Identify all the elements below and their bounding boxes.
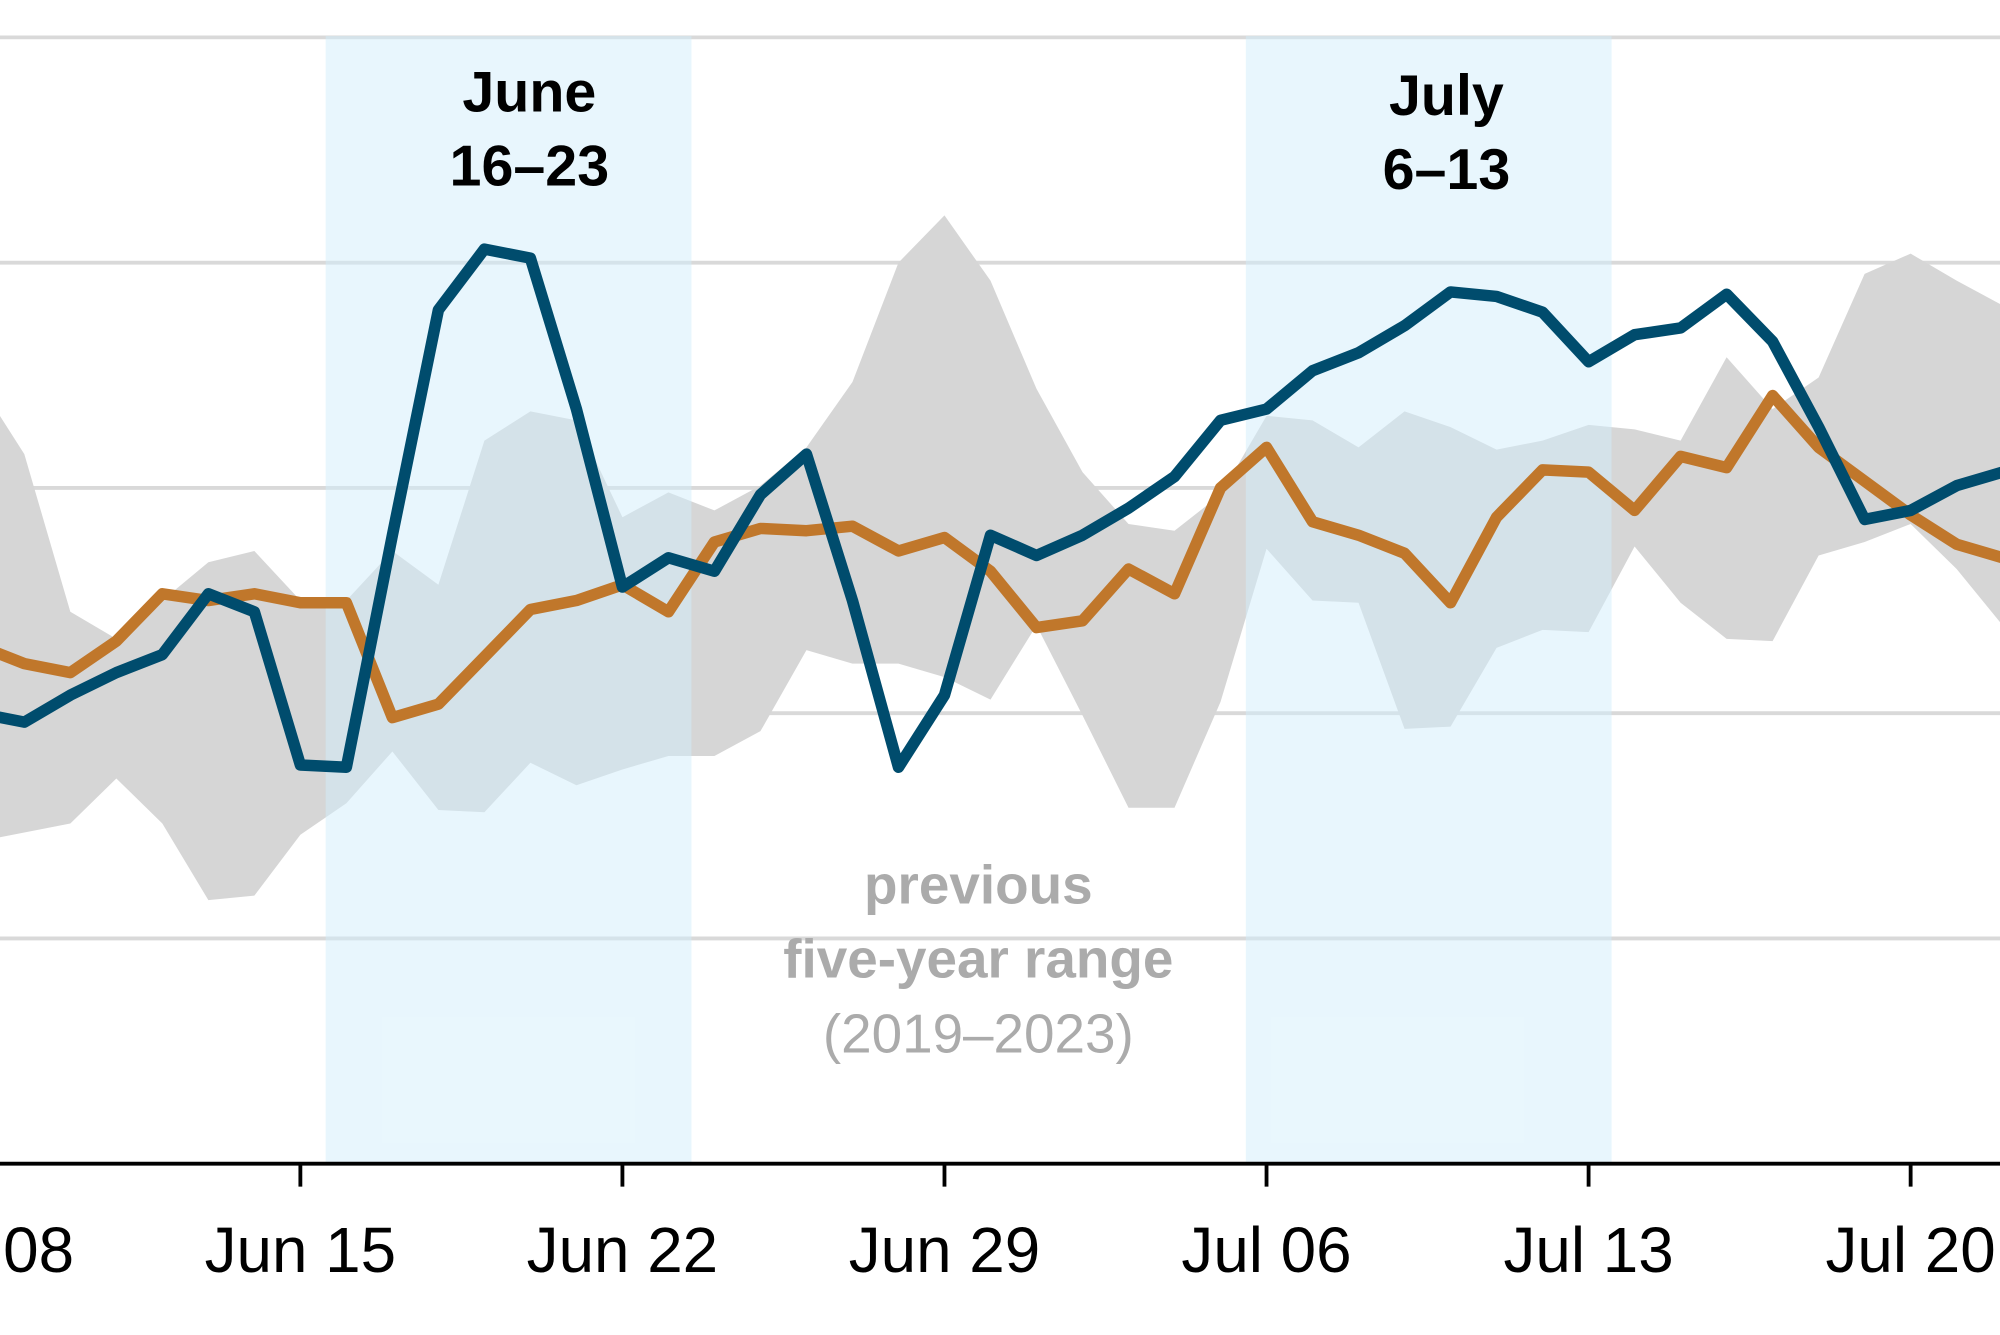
series-lines — [0, 243, 2000, 773]
range-label-line1: previous — [864, 853, 1093, 915]
band-label-july: July 6–13 — [1383, 64, 1511, 202]
range-annotation: previous five-year range (2019–2023) — [783, 853, 1173, 1064]
series-line-1 — [0, 243, 2000, 773]
x-tick-label: Jun 08 — [0, 1214, 74, 1286]
x-tick-label: Jul 20 — [1826, 1214, 1996, 1286]
x-tick-label: Jul 13 — [1504, 1214, 1674, 1286]
x-tick-label: Jun 15 — [205, 1214, 396, 1286]
band-label-line1: July — [1389, 64, 1504, 128]
band-label-line2: 6–13 — [1383, 138, 1511, 202]
band-label-june: June 16–23 — [450, 60, 610, 198]
series-line-2 — [0, 389, 2000, 724]
band-label-line1: June — [462, 60, 596, 124]
range-label-line3: (2019–2023) — [823, 1003, 1134, 1065]
highlight-band-2 — [1245, 36, 1612, 1164]
x-tick-label: Jun 29 — [849, 1214, 1040, 1286]
x-tick-label: Jul 06 — [1181, 1214, 1351, 1286]
x-tick-label: Jun 22 — [527, 1214, 718, 1286]
x-axis-ticks: Jun 08 Jun 15 Jun 22 Jun 29 Jul 06 Jul 13 Jul … — [0, 1163, 1996, 1286]
band-label-line2: 16–23 — [450, 134, 610, 198]
highlight-bands — [325, 36, 1612, 1164]
highlight-band-1 — [325, 36, 692, 1164]
range-label-line2: five-year range — [783, 927, 1173, 989]
